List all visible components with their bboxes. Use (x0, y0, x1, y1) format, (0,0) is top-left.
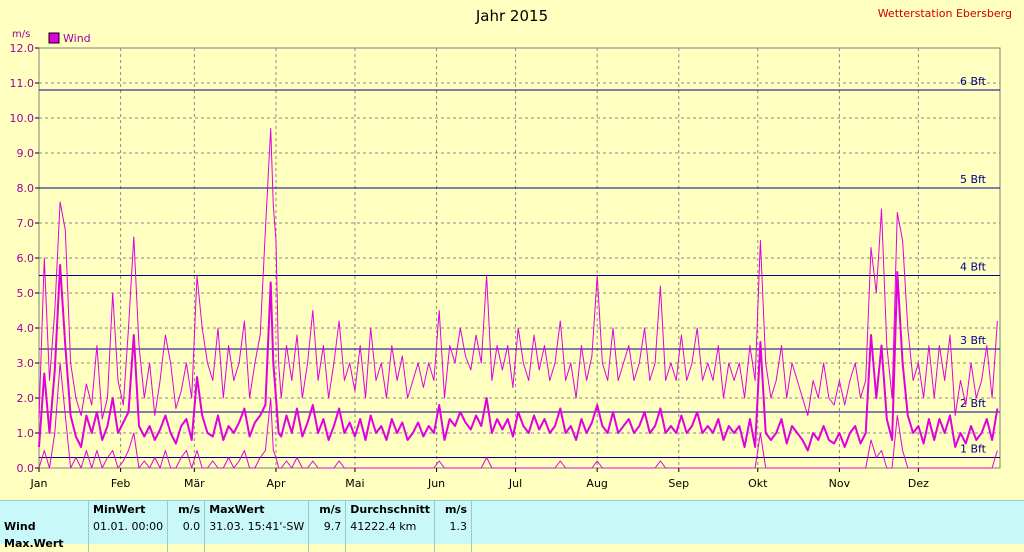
stats-row-label: Wind (4, 520, 36, 533)
x-axis: Jan Feb Mär Apr Mai Jun Jul Aug Sep Okt Nov Dez (30, 468, 929, 490)
y-tick-label: 1.0 (17, 427, 35, 440)
x-tick-label: Apr (266, 477, 286, 490)
header-min-unit: m/s (178, 503, 201, 516)
y-tick-label: 3.0 (17, 357, 35, 370)
station-name: Wetterstation Ebersberg (878, 7, 1012, 20)
x-tick-label: Mär (184, 477, 205, 490)
stats-row-label: Max.Wert (4, 537, 64, 550)
y-tick-label: 2.0 (17, 392, 35, 405)
x-tick-label: Jan (30, 477, 48, 490)
y-tick-label: 6.0 (17, 252, 35, 265)
y-tick-label: 11.0 (10, 77, 35, 90)
series-line-min (38, 362, 998, 469)
max-value (309, 535, 346, 552)
beaufort-label: 1 Bft (960, 443, 987, 456)
beaufort-label: 2 Bft (960, 397, 987, 410)
stats-header-row: MinWert m/s MaxWert m/s Durchschnitt m/s (0, 501, 472, 518)
series-line-max (38, 128, 998, 420)
stats-row: Max.Wert (0, 535, 472, 552)
header-avg-unit: m/s (434, 501, 472, 518)
stats-corner (0, 501, 89, 518)
header-max-unit: m/s (319, 503, 342, 516)
stats-panel: MinWert m/s MaxWert m/s Durchschnitt m/s… (0, 500, 1024, 552)
x-tick-label: Mai (345, 477, 364, 490)
beaufort-label: 5 Bft (960, 173, 987, 186)
avg-value (434, 535, 472, 552)
y-tick-label: 0.0 (17, 462, 35, 475)
series-layer (38, 128, 999, 469)
x-tick-label: Jul (508, 477, 522, 490)
wind-chart: 1 Bft 2 Bft 3 Bft 4 Bft 5 Bft 6 Bft 0.0 1.0 2.0… (10, 7, 1013, 490)
y-axis: 0.0 1.0 2.0 3.0 4.0 5.0 6.0 7.0 8.0 9.0 10.0 11.0 12… (10, 42, 39, 475)
y-tick-label: 5.0 (17, 287, 35, 300)
legend: Wind (48, 32, 91, 45)
x-tick-label: Nov (829, 477, 851, 490)
x-tick-label: Sep (668, 477, 689, 490)
y-tick-label: 4.0 (17, 322, 35, 335)
y-tick-label: 8.0 (17, 182, 35, 195)
min-date (87, 535, 169, 552)
legend-swatch (48, 32, 60, 44)
beaufort-label: 4 Bft (960, 261, 987, 274)
beaufort-label: 6 Bft (960, 75, 987, 88)
beaufort-lines: 1 Bft 2 Bft 3 Bft 4 Bft 5 Bft 6 Bft (39, 75, 1000, 458)
stats-row: Wind 01.01. 00:00 0.0 31.03. 15:41'-SW 9… (0, 518, 472, 535)
x-tick-label: Okt (748, 477, 768, 490)
y-tick-label: 12.0 (10, 42, 35, 55)
header-max: MaxWert (204, 501, 310, 518)
legend-label: Wind (63, 32, 91, 45)
y-tick-label: 9.0 (17, 147, 35, 160)
x-tick-label: Feb (111, 477, 130, 490)
beaufort-label: 3 Bft (960, 334, 987, 347)
chart-title: Jahr 2015 (475, 7, 548, 25)
avg-value: 1.3 (434, 518, 472, 535)
series-line-mean (38, 264, 999, 452)
y-axis-unit: m/s (12, 29, 30, 40)
min-value: 0.0 (182, 520, 201, 533)
y-tick-label: 10.0 (10, 112, 35, 125)
stats-table: MinWert m/s MaxWert m/s Durchschnitt m/s… (0, 501, 472, 552)
min-value (168, 535, 205, 552)
x-tick-label: Dez (908, 477, 929, 490)
x-tick-label: Jun (427, 477, 445, 490)
x-tick-label: Aug (586, 477, 607, 490)
avg-distance: 41222.4 km (345, 518, 435, 535)
max-date: 31.03. 15:41'-SW (204, 518, 310, 535)
y-tick-label: 7.0 (17, 217, 35, 230)
header-min: MinWert (87, 501, 169, 518)
header-avg: Durchschnitt (345, 501, 435, 518)
max-value: 9.7 (323, 520, 342, 533)
avg-distance (345, 535, 435, 552)
min-date: 01.01. 00:00 (87, 518, 169, 535)
max-date (204, 535, 310, 552)
